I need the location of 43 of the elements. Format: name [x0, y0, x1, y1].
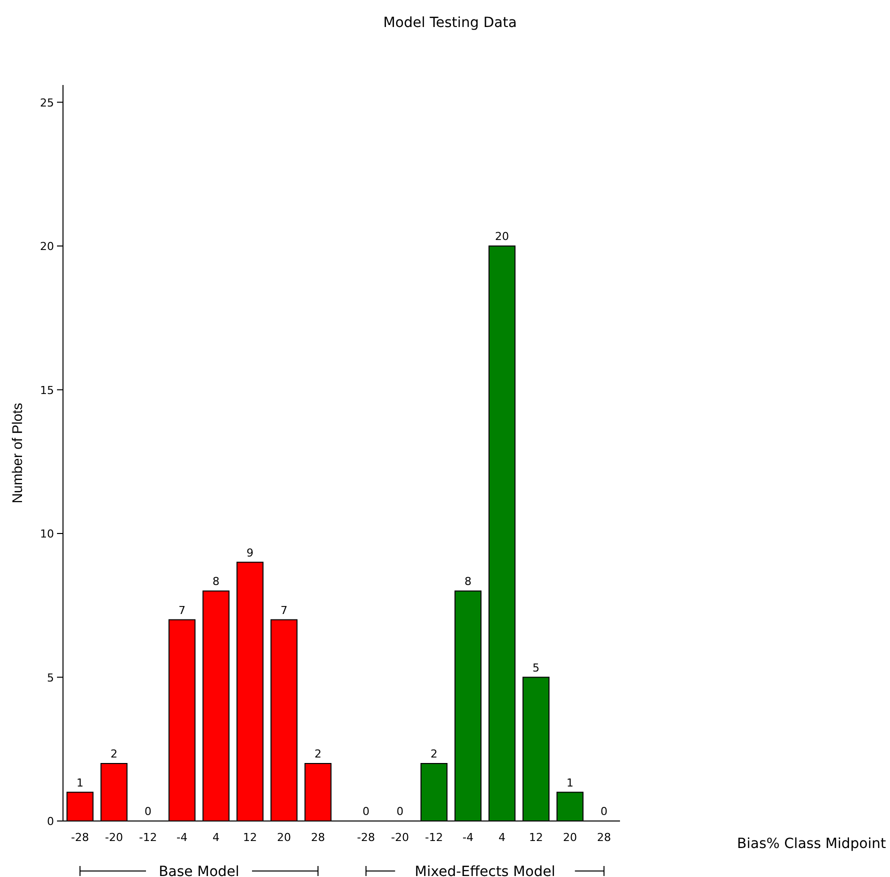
data-label: 0 [144, 805, 152, 818]
data-label: 2 [110, 748, 118, 760]
x-tick-label: -28 [357, 831, 375, 844]
data-label: 2 [314, 748, 322, 760]
x-tick-label: 4 [212, 831, 220, 844]
legend-label: Mixed-Effects Model [414, 864, 556, 877]
x-tick-label: 20 [563, 831, 577, 844]
data-label: 7 [280, 604, 288, 617]
data-label: 1 [76, 776, 84, 790]
y-tick-label: 0 [47, 815, 54, 828]
legend-label: Base Model [158, 864, 240, 877]
data-label: 8 [212, 575, 220, 588]
data-label: 2 [430, 748, 438, 760]
y-tick-label: 20 [40, 240, 54, 253]
x-tick-label: -4 [462, 831, 474, 844]
data-label: 20 [495, 230, 509, 243]
y-tick-label: 25 [40, 96, 54, 110]
x-tick-label: -20 [391, 831, 409, 844]
chart-title: Model Testing Data [383, 15, 517, 31]
data-label: 7 [178, 604, 186, 617]
data-label: 9 [246, 546, 254, 560]
x-tick-label: -12 [425, 831, 443, 844]
text: Bias% Class Midpoint [737, 836, 887, 852]
x-tick-label: -28 [71, 831, 89, 844]
y-axis-title: Number of Plots [9, 402, 25, 504]
x-tick-label: 12 [529, 831, 543, 844]
x-tick-label: -12 [139, 831, 157, 844]
x-tick-label: 4 [498, 831, 506, 844]
data-label: 1 [566, 776, 574, 790]
data-label: 5 [532, 661, 540, 674]
x-tick-label: 20 [277, 831, 291, 844]
data-label: 0 [600, 805, 608, 818]
y-tick-label: 10 [40, 528, 54, 540]
x-tick-label: 12 [243, 831, 257, 844]
x-tick-label: 28 [597, 831, 611, 844]
x-tick-label: -4 [176, 831, 188, 844]
data-label: 8 [464, 575, 472, 588]
x-tick-label: -20 [105, 831, 123, 844]
x-tick-label: 28 [311, 831, 325, 844]
y-tick-label: 5 [47, 671, 54, 684]
y-tick-label: 15 [40, 384, 54, 397]
data-label: 0 [396, 805, 404, 818]
data-label: 0 [362, 805, 370, 818]
